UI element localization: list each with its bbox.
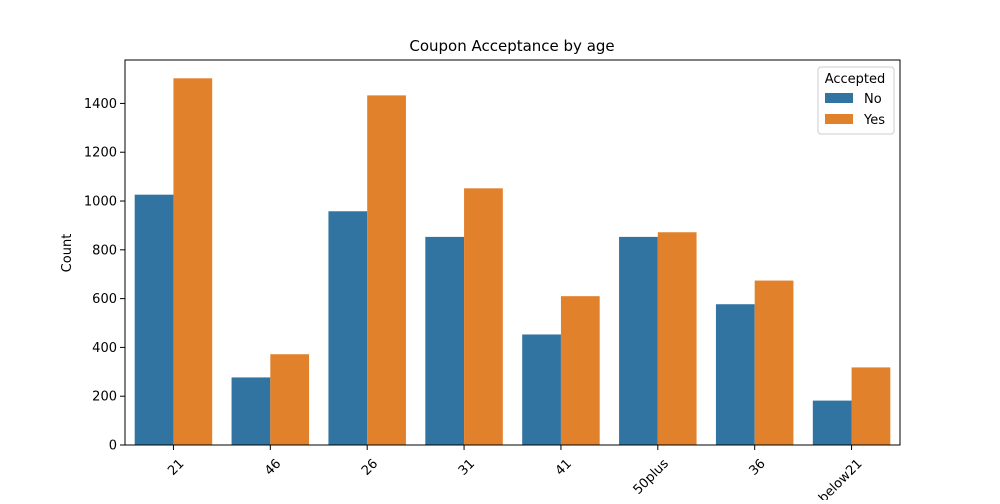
- x-tick-label: 41: [553, 456, 575, 478]
- legend-title: Accepted: [825, 72, 886, 87]
- y-tick-label: 200: [92, 390, 117, 405]
- legend-items: No Yes: [825, 92, 885, 128]
- bar-no-46: [231, 377, 271, 445]
- bar-no-31: [425, 236, 465, 445]
- legend-label-no: No: [864, 92, 882, 107]
- y-tick-label: 800: [92, 243, 117, 258]
- legend: Accepted No Yes: [817, 66, 895, 135]
- legend-swatch-yes: [825, 114, 853, 124]
- y-tick-label: 1000: [84, 195, 117, 210]
- y-tick-label: 400: [92, 341, 117, 356]
- x-tick-label: 46: [262, 456, 284, 478]
- legend-swatch-no: [825, 93, 853, 103]
- y-tick-label: 1400: [84, 97, 117, 112]
- bar-no-26: [328, 211, 368, 445]
- bar-yes-50plus: [657, 232, 697, 445]
- legend-label-yes: Yes: [863, 113, 885, 128]
- x-tick-label: 36: [746, 456, 768, 478]
- y-axis-label: Count: [60, 234, 75, 273]
- x-tick-label: 21: [165, 456, 187, 478]
- x-tick-label: 26: [359, 456, 381, 478]
- x-tick-label: 31: [456, 456, 478, 478]
- bar-yes-26: [367, 95, 406, 445]
- bar-yes-21: [173, 78, 213, 446]
- bar-no-41: [522, 334, 561, 445]
- bars-layer: [134, 78, 891, 446]
- y-tick-label: 0: [109, 439, 117, 454]
- x-tick-label: below21: [816, 456, 865, 500]
- bar-no-50plus: [619, 236, 658, 445]
- bar-no-36: [715, 304, 755, 445]
- bar-yes-46: [270, 354, 310, 445]
- bar-no-21: [134, 194, 174, 445]
- bar-yes-41: [560, 296, 600, 445]
- bar-yes-36: [754, 280, 794, 445]
- chart-title: Coupon Acceptance by age: [409, 37, 614, 55]
- bar-no-below21: [812, 400, 852, 445]
- plot-frame: [124, 59, 901, 446]
- bar-yes-below21: [851, 367, 891, 445]
- x-tick-label: 50plus: [631, 456, 672, 497]
- y-tick-label: 600: [92, 292, 117, 307]
- y-tick-label: 1200: [84, 146, 117, 161]
- bar-yes-31: [464, 188, 503, 445]
